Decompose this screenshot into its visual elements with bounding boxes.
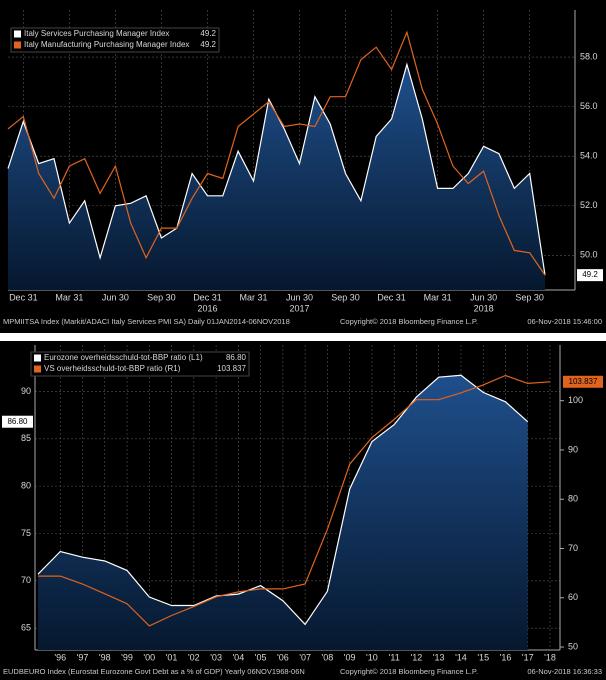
footer-text: EUDBEURO Index (Eurostat Eurozone Govt D… (3, 667, 305, 676)
last-value-box (2, 415, 33, 428)
x-tick-label: '98 (99, 652, 111, 662)
x-tick-label: Jun 30 (102, 292, 129, 302)
x-tick-label: '06 (277, 652, 289, 662)
x-tick-label: Sep 30 (147, 292, 176, 302)
x-tick-label: '18 (544, 652, 556, 662)
legend-swatch (14, 30, 21, 38)
x-tick-label: Jun 30 (286, 292, 313, 302)
x-tick-label: Sep 30 (331, 292, 360, 302)
x-tick-label: '16 (500, 652, 512, 662)
y-tick-label: 54.0 (580, 151, 598, 161)
x-tick-label: '15 (477, 652, 489, 662)
footer-text: Copyright© 2018 Bloomberg Finance L.P. (340, 317, 478, 326)
y2-tick-label: 80 (568, 494, 578, 504)
y2-tick-label: 100 (568, 395, 583, 405)
y-tick-label: 90 (21, 386, 31, 396)
y-tick-label: 56.0 (580, 101, 598, 111)
last-value-label: 49.2 (582, 270, 598, 279)
last-value-box (563, 375, 603, 388)
x-tick-label: '09 (344, 652, 356, 662)
last-value-label: 86.80 (7, 417, 28, 426)
x-tick-label: '02 (188, 652, 200, 662)
line (38, 374, 551, 627)
x-tick-label: '96 (54, 652, 66, 662)
legend-value: 103.837 (217, 364, 246, 373)
y-tick-label: 70 (21, 575, 31, 585)
year-label: 2016 (197, 303, 217, 313)
legend-label: Italy Manufacturing Purchasing Manager I… (24, 40, 189, 49)
x-tick-label: Mar 31 (424, 292, 452, 302)
area (8, 64, 545, 290)
x-tick-label: '05 (255, 652, 267, 662)
footer-text: Copyright© 2018 Bloomberg Finance L.P. (340, 667, 478, 676)
legend-label: Italy Services Purchasing Manager Index (24, 29, 169, 38)
x-tick-label: '07 (299, 652, 311, 662)
line (37, 374, 529, 626)
y-tick-label: 58.0 (580, 51, 598, 61)
legend-value: 86.80 (226, 353, 247, 362)
y-tick-label: 65 (21, 623, 31, 633)
x-tick-label: '10 (366, 652, 378, 662)
y2-tick-label: 50 (568, 641, 578, 651)
footer-text: 06-Nov-2018 16:36:33 (527, 667, 602, 676)
year-label: 2017 (289, 303, 309, 313)
legend-label: Eurozone overheidsschuld-tot-BBP ratio (… (44, 353, 203, 362)
x-tick-label: '17 (522, 652, 534, 662)
y-tick-label: 50.0 (580, 250, 598, 260)
x-tick-label: '01 (166, 652, 178, 662)
x-tick-label: '14 (455, 652, 467, 662)
line (7, 30, 546, 276)
x-tick-label: Dec 31 (9, 292, 38, 302)
x-tick-label: Dec 31 (193, 292, 222, 302)
legend-swatch (14, 41, 21, 49)
footer-text: MPMIITSA Index (Markit/ADACI Italy Servi… (3, 317, 290, 326)
y-tick-label: 85 (21, 433, 31, 443)
x-tick-label: Sep 30 (515, 292, 544, 302)
x-tick-label: '03 (210, 652, 222, 662)
x-tick-label: '13 (433, 652, 445, 662)
legend-value: 49.2 (200, 29, 216, 38)
x-tick-label: '08 (322, 652, 334, 662)
y-tick-label: 52.0 (580, 200, 598, 210)
footer-text: 06-Nov-2018 15:46:00 (527, 317, 602, 326)
y2-tick-label: 90 (568, 444, 578, 454)
y2-tick-label: 60 (568, 592, 578, 602)
x-tick-label: Jun 30 (470, 292, 497, 302)
last-value-box (577, 269, 603, 282)
x-tick-label: '11 (389, 652, 400, 662)
x-tick-label: Dec 31 (377, 292, 406, 302)
area (38, 375, 528, 650)
y2-tick-label: 70 (568, 543, 578, 553)
last-value-label: 103.837 (569, 377, 598, 386)
x-tick-label: '12 (411, 652, 423, 662)
y-tick-label: 75 (21, 528, 31, 538)
x-tick-label: '04 (232, 652, 244, 662)
x-tick-label: Mar 31 (55, 292, 83, 302)
legend-value: 49.2 (200, 40, 216, 49)
legend-swatch (34, 354, 41, 362)
x-tick-label: '00 (143, 652, 155, 662)
x-tick-label: '97 (77, 652, 89, 662)
x-tick-label: '99 (121, 652, 133, 662)
legend-label: VS overheidsschuld-tot-BBP ratio (R1) (44, 364, 181, 373)
year-label: 2018 (474, 303, 494, 313)
y-tick-label: 80 (21, 481, 31, 491)
legend-swatch (34, 365, 41, 373)
x-tick-label: Mar 31 (239, 292, 267, 302)
legend-box (30, 351, 250, 377)
legend-box (10, 27, 220, 53)
